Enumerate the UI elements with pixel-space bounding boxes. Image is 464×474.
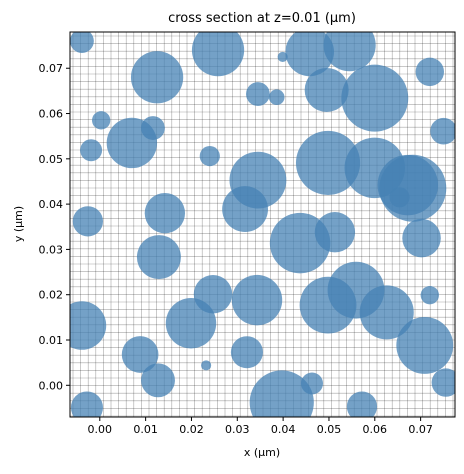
circle-structure xyxy=(70,32,94,53)
circle-structure xyxy=(80,139,103,162)
circle-structure xyxy=(230,336,263,369)
circle-structure xyxy=(222,186,268,233)
circle-structure xyxy=(431,368,455,397)
circle-structure xyxy=(70,301,107,350)
circle-structure xyxy=(144,193,186,234)
circle-structure xyxy=(415,57,444,87)
x-axis-label: x (μm) xyxy=(244,446,280,459)
x-tick-label: 0.04 xyxy=(271,423,296,436)
circle-structure xyxy=(379,154,447,222)
circle-structure xyxy=(70,391,103,417)
circle-structure xyxy=(199,146,220,167)
circle-structure xyxy=(304,67,349,112)
plot-area xyxy=(70,32,455,417)
circle-structure xyxy=(314,212,356,253)
circle-structure xyxy=(92,111,111,130)
circle-structure xyxy=(268,89,285,106)
y-tick-label: 0.07 xyxy=(39,62,64,75)
x-tick-label: 0.00 xyxy=(88,423,113,436)
circle-structure xyxy=(165,298,217,349)
x-tick-label: 0.07 xyxy=(408,423,433,436)
circle-structure xyxy=(201,360,212,371)
x-tick-label: 0.06 xyxy=(363,423,388,436)
y-tick-label: 0.06 xyxy=(39,108,64,121)
x-tick-label: 0.02 xyxy=(179,423,204,436)
y-tick-label: 0.01 xyxy=(39,334,64,347)
circle-structure xyxy=(323,32,376,72)
circle-structure xyxy=(106,117,158,169)
circle-structure xyxy=(191,32,245,77)
x-tick-label: 0.05 xyxy=(317,423,342,436)
circle-structure xyxy=(72,206,103,237)
circle-structure xyxy=(359,285,414,340)
circle-structure xyxy=(245,82,270,106)
y-tick-label: 0.02 xyxy=(39,289,64,302)
circle-structure xyxy=(121,336,159,373)
circle-structure xyxy=(277,51,288,62)
circle-structure xyxy=(141,363,175,398)
y-tick-label: 0.03 xyxy=(39,243,64,256)
circle-structure xyxy=(249,370,314,417)
circle-structure xyxy=(285,32,334,77)
y-tick-label: 0.05 xyxy=(39,153,64,166)
axes-frame xyxy=(69,31,456,418)
chart-title: cross section at z=0.01 (μm) xyxy=(168,11,356,26)
circle-structure xyxy=(430,117,455,145)
circle-structure xyxy=(231,274,283,326)
circle-structure xyxy=(402,218,441,258)
circle-structure xyxy=(341,64,409,132)
circle-structure xyxy=(420,285,439,305)
circle-structure xyxy=(396,317,454,374)
circle-structure xyxy=(136,235,181,280)
y-axis-label: y (μm) xyxy=(12,206,25,242)
circle-structure xyxy=(346,391,378,417)
circle-structure xyxy=(130,51,184,104)
x-tick-label: 0.01 xyxy=(133,423,158,436)
circle-structure xyxy=(389,187,410,208)
y-tick-label: 0.00 xyxy=(39,379,64,392)
circle-structure xyxy=(295,130,361,195)
x-tick-label: 0.03 xyxy=(225,423,250,436)
y-tick-label: 0.04 xyxy=(39,198,64,211)
